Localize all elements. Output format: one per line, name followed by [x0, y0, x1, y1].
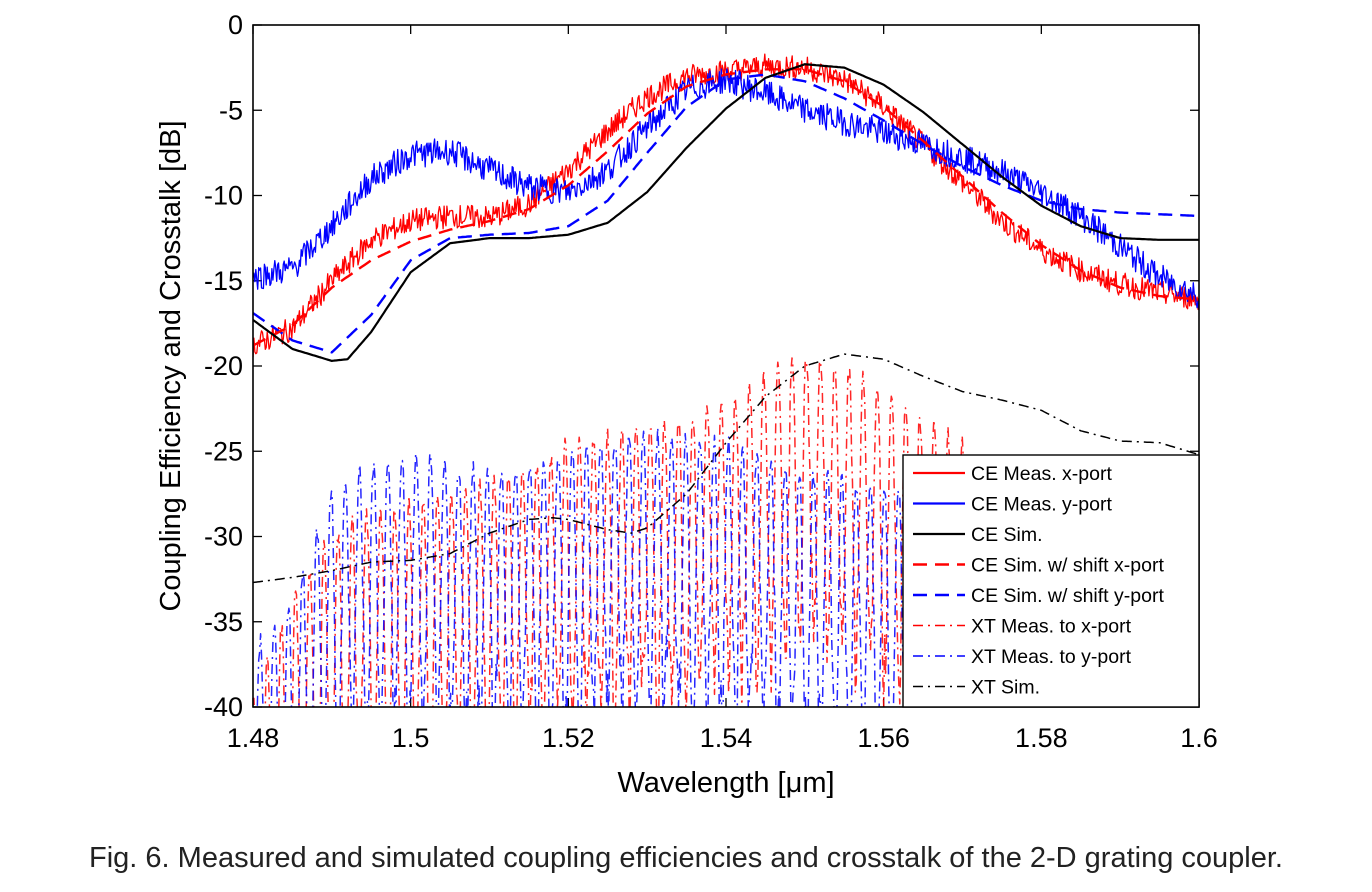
legend-label: CE Meas. y-port: [971, 494, 1112, 516]
legend-label: XT Sim.: [971, 677, 1040, 699]
chart: Coupling Efficiency and Crosstalk [dB] W…: [155, 10, 1218, 799]
x-tick-label: 1.48: [227, 723, 280, 753]
legend-label: CE Meas. x-port: [971, 463, 1112, 485]
y-axis-label: Coupling Efficiency and Crosstalk [dB]: [155, 120, 187, 611]
x-tick-label: 1.5: [392, 723, 430, 753]
x-tick-label: 1.52: [542, 723, 595, 753]
y-tick-label: -35: [204, 607, 243, 637]
legend-label: CE Sim. w/ shift y-port: [971, 585, 1164, 607]
legend-box: [902, 454, 1200, 708]
y-tick-label: -5: [219, 95, 243, 125]
series-line-ce-meas-x-port: [253, 53, 1199, 358]
series-line-ce-sim-w-shift-x-port: [253, 68, 1199, 347]
y-tick-label: -40: [204, 692, 243, 722]
series-line-xt-meas-to-y-port: [256, 426, 1118, 707]
x-tick-label: 1.6: [1180, 723, 1218, 753]
tick-group: 1.48 1.5 1.52 1.54 1.56 1.58 1.6 0 -5 -10 -15 -20 -2…: [204, 10, 1218, 753]
y-tick-label: -10: [204, 181, 243, 211]
legend-label: CE Sim.: [971, 524, 1043, 546]
y-tick-label: -30: [204, 522, 243, 552]
x-axis-label: Wavelength [μm]: [617, 767, 834, 799]
series-line-ce-sim-w-shift-y-port: [253, 73, 1199, 354]
y-tick-label: -15: [204, 266, 243, 296]
x-tick-label: 1.56: [857, 723, 910, 753]
legend: CE Meas. x-port CE Meas. y-port CE Sim. CE …: [902, 454, 1200, 708]
x-tick-label: 1.54: [700, 723, 753, 753]
y-tick-label: -25: [204, 436, 243, 466]
figure-caption: Fig. 6. Measured and simulated coupling …: [89, 842, 1283, 874]
legend-label: XT Meas. to x-port: [971, 616, 1132, 638]
legend-label: XT Meas. to y-port: [971, 646, 1132, 668]
series-line-ce-meas-y-port: [253, 68, 1199, 310]
y-tick-label: -20: [204, 351, 243, 381]
series-line-ce-sim: [253, 63, 1199, 362]
series-line-xt-meas-to-x-port: [253, 357, 1003, 707]
series-line-xt-sim: [253, 353, 1199, 584]
legend-label: CE Sim. w/ shift x-port: [971, 555, 1164, 577]
x-tick-label: 1.58: [1015, 723, 1068, 753]
series-group: [253, 53, 1199, 707]
y-tick-label: 0: [228, 10, 243, 40]
plot-frame: [252, 24, 1200, 708]
